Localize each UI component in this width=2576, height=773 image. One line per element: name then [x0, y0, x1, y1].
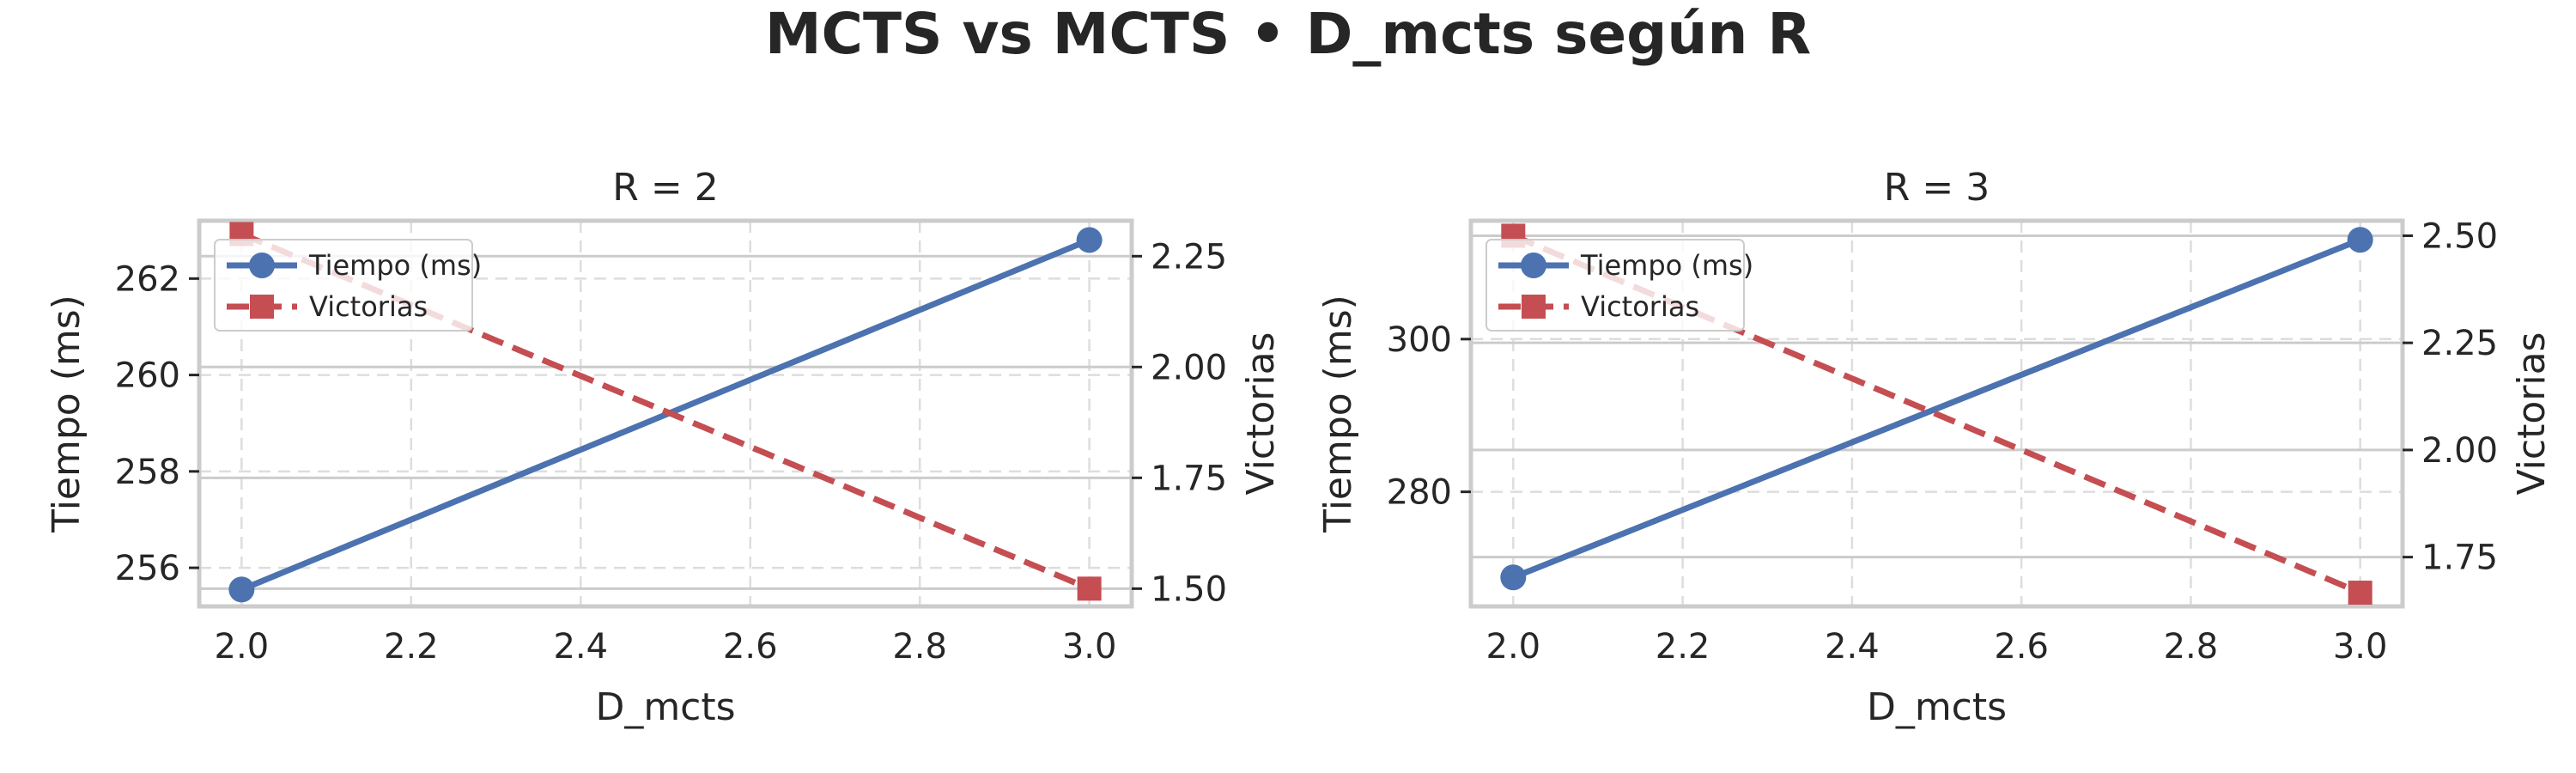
data-point-victorias [2348, 581, 2372, 606]
series-line-victorias [1511, 233, 2362, 596]
figure-title: MCTS vs MCTS • D_mcts según R [764, 1, 1812, 67]
data-point-tiempo [1076, 227, 1103, 253]
y-axis-label-left: Tiempo (ms) [45, 295, 88, 533]
y-axis-label-right: Victorias [2510, 332, 2554, 496]
y-axis-label-right: Victorias [1239, 332, 1283, 496]
axes-frame [1468, 218, 2405, 609]
legend: Tiempo (ms) Victorias [1485, 239, 1753, 332]
y-tick-label-right: 1.50 [1151, 569, 1227, 609]
legend-label: Victorias [1581, 290, 1699, 323]
y-tick-label-left: 256 [115, 549, 180, 588]
legend-label: Tiempo (ms) [1580, 249, 1753, 282]
x-axis-label: D_mcts [1867, 685, 2007, 729]
chart-panel-1: R = 2 2.0 2.2 2.4 2.6 2.8 3.0 D_mcts 256 258 260 26… [45, 166, 1283, 729]
y-tick-label-right: 2.25 [1151, 237, 1227, 277]
y-tick-label-right: 2.25 [2421, 324, 2498, 363]
legend-marker-circle [249, 253, 275, 278]
legend-label: Victorias [309, 290, 428, 323]
y-axis-label-left: Tiempo (ms) [1316, 295, 1360, 533]
data-point-tiempo [2347, 227, 2373, 253]
data-point-victorias [1077, 576, 1102, 601]
x-tick-label: 2.8 [2164, 627, 2219, 666]
data-point-tiempo [1500, 564, 1527, 591]
legend-marker-square [1522, 295, 1546, 319]
chart-panel-2: R = 3 2.0 2.2 2.4 2.6 2.8 3.0 D_mcts 280 300 Tiemp… [1316, 166, 2554, 729]
x-tick-label: 2.4 [553, 627, 608, 666]
x-tick-label: 2.4 [1825, 627, 1880, 666]
x-tick-label: 2.8 [892, 627, 947, 666]
legend-marker-circle [1521, 253, 1546, 278]
x-tick-label: 2.2 [1656, 627, 1710, 666]
y-tick-label-right: 2.00 [1151, 348, 1227, 387]
legend-marker-square [250, 295, 274, 319]
series-line-tiempo [1512, 236, 2361, 581]
y-tick-label-right: 1.75 [1151, 459, 1227, 498]
x-tick-label: 2.0 [215, 627, 270, 666]
x-tick-label: 2.6 [723, 627, 778, 666]
y-tick-label-left: 262 [115, 259, 180, 299]
series-line-victorias [240, 231, 1091, 592]
x-tick-label: 2.0 [1486, 627, 1541, 666]
chart-title: R = 2 [612, 166, 718, 210]
chart-title: R = 3 [1884, 166, 1990, 210]
x-tick-label: 3.0 [1062, 627, 1117, 666]
legend: Tiempo (ms) Victorias [214, 239, 482, 332]
y-tick-label-right: 2.50 [2421, 216, 2498, 256]
y-tick-label-right: 2.00 [2421, 431, 2498, 471]
x-tick-label: 3.0 [2333, 627, 2388, 666]
x-axis-label: D_mcts [595, 685, 735, 729]
y-tick-label-right: 1.75 [2421, 539, 2498, 578]
y-tick-label-left: 280 [1387, 473, 1452, 513]
x-tick-label: 2.6 [1994, 627, 2049, 666]
series-line-tiempo [240, 237, 1091, 593]
y-tick-label-left: 300 [1387, 320, 1452, 360]
legend-label: Tiempo (ms) [308, 249, 482, 282]
data-point-tiempo [228, 576, 255, 603]
y-tick-label-left: 260 [115, 356, 180, 396]
x-tick-label: 2.2 [384, 627, 439, 666]
axes-frame [197, 218, 1134, 609]
y-tick-label-left: 258 [115, 453, 180, 492]
